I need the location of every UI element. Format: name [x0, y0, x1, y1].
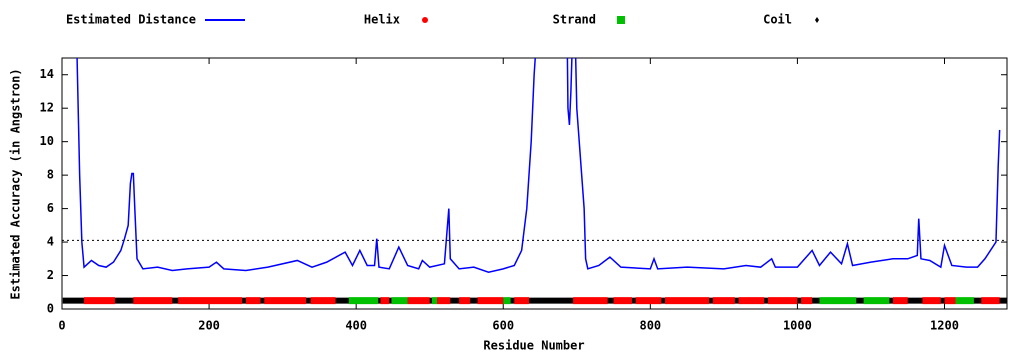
legend-label: Helix — [364, 13, 400, 27]
legend-marker — [422, 17, 428, 23]
structure-segment — [922, 297, 941, 305]
structure-segment — [431, 297, 438, 305]
legend-label: Strand — [553, 13, 596, 27]
structure-segment — [437, 297, 451, 305]
x-tick-label: 1200 — [930, 319, 959, 333]
structure-segment — [264, 297, 307, 305]
y-tick-label: 2 — [47, 268, 54, 282]
y-tick-label: 8 — [47, 168, 54, 182]
legend-marker — [815, 17, 819, 23]
structure-segment — [391, 297, 408, 305]
x-axis-label: Residue Number — [483, 339, 584, 353]
y-tick-label: 0 — [47, 302, 54, 316]
y-tick-label: 4 — [47, 235, 54, 249]
structure-segment — [635, 297, 662, 305]
structure-segment — [893, 297, 908, 305]
structure-segment — [981, 297, 1000, 305]
plot-area — [62, 58, 1007, 305]
y-tick-label: 12 — [40, 101, 54, 115]
structure-segment — [665, 297, 710, 305]
structure-segment — [407, 297, 430, 305]
structure-segment — [84, 297, 115, 305]
y-tick-label: 14 — [40, 67, 54, 81]
x-tick-label: 0 — [58, 319, 65, 333]
structure-segment — [178, 297, 243, 305]
structure-segment — [503, 297, 511, 305]
structure-segment — [310, 297, 336, 305]
plot-frame — [61, 57, 1008, 310]
structure-segment — [514, 297, 529, 305]
structure-segment — [863, 297, 890, 305]
legend-label: Coil — [763, 13, 792, 27]
structure-segment — [801, 297, 813, 305]
data-line — [76, 58, 1001, 273]
legend-label: Estimated Distance — [66, 13, 196, 27]
x-tick-label: 400 — [345, 319, 367, 333]
structure-segment — [348, 297, 379, 305]
x-tick-label: 800 — [639, 319, 661, 333]
structure-segment — [62, 297, 1007, 304]
y-axis-label: Estimated Accuracy (in Angstron) — [9, 68, 23, 299]
structure-segment — [819, 297, 857, 305]
structure-segment — [613, 297, 632, 305]
structure-segment — [477, 297, 504, 305]
x-tick-label: 1000 — [783, 319, 812, 333]
structure-segment — [380, 297, 390, 305]
structure-segment — [955, 297, 974, 305]
x-tick-label: 200 — [198, 319, 220, 333]
structure-segment — [944, 297, 956, 305]
structure-segment — [573, 297, 608, 305]
structure-segment — [133, 297, 173, 305]
x-tick-label: 600 — [492, 319, 514, 333]
structure-segment — [767, 297, 798, 305]
y-tick-label: 10 — [40, 134, 54, 148]
structure-segment — [738, 297, 765, 305]
structure-segment — [245, 297, 261, 305]
y-tick-label: 6 — [47, 201, 54, 215]
structure-segment — [459, 297, 471, 305]
legend-marker — [617, 16, 625, 24]
structure-segment — [712, 297, 735, 305]
